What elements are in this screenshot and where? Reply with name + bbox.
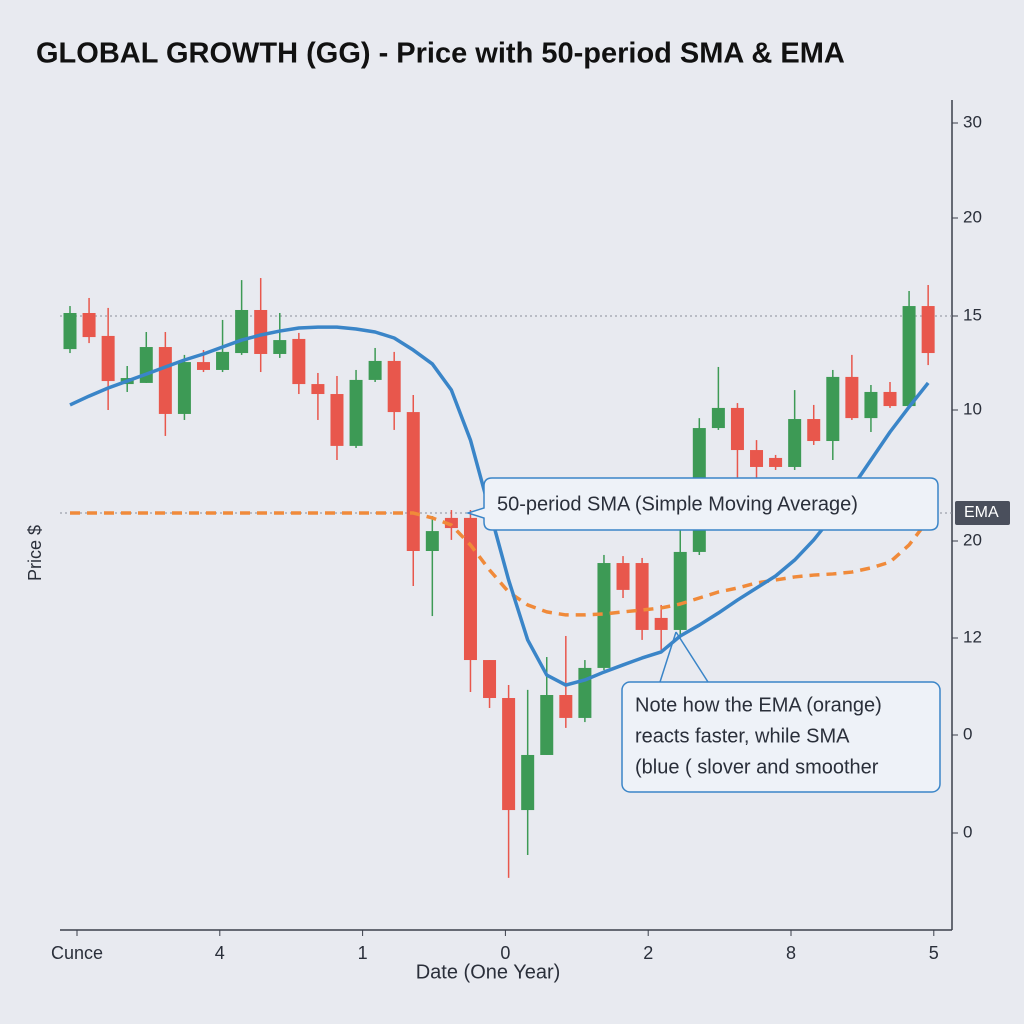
candle-body (730, 407, 744, 451)
candle-body (807, 419, 821, 442)
candle-body (845, 376, 859, 419)
candle-body (177, 362, 191, 414)
candle-body (63, 312, 77, 350)
candle-body (559, 695, 573, 718)
candle-body (902, 306, 916, 407)
y-tick-label: 20 (963, 530, 982, 549)
candle-body (368, 360, 382, 380)
x-axis-label: Date (One Year) (416, 961, 561, 983)
candle-body (750, 450, 764, 467)
y-tick-label: 30 (963, 112, 982, 131)
candle-body (292, 338, 306, 385)
candle-body (673, 551, 687, 630)
candle-body (82, 312, 96, 338)
candle-body (654, 617, 668, 630)
candle-body (597, 563, 611, 668)
candle-body (788, 419, 802, 467)
candle-body (864, 391, 878, 419)
y-tick-label: 0 (963, 822, 972, 841)
x-tick-label: 2 (643, 943, 653, 963)
candle-body (540, 695, 554, 755)
y-tick-label: 20 (963, 207, 982, 226)
candle-body (444, 517, 458, 529)
x-tick-label: Cunce (51, 943, 103, 963)
annotation: reacts faster, while SMA (635, 725, 850, 747)
x-tick-label: 1 (358, 943, 368, 963)
candle-body (883, 391, 897, 407)
chart-title: GLOBAL GROWTH (GG) - Price with 50-perio… (36, 38, 845, 70)
candle-body (826, 376, 840, 442)
callout-box (621, 681, 941, 793)
annotation: Note how the EMA (orange) (635, 694, 882, 716)
candle-body (406, 412, 420, 552)
candle-body (921, 306, 935, 354)
candle-body (578, 667, 592, 718)
sma-line (69, 325, 930, 687)
candle-body (635, 563, 649, 630)
x-tick-label: 4 (215, 943, 225, 963)
annotation: (blue ( slover and smoother (635, 756, 879, 778)
y-tick-label: 0 (963, 724, 972, 743)
candle-body (349, 379, 363, 446)
candle-body (521, 754, 535, 811)
callout-box (465, 477, 939, 531)
callout-pointer (659, 631, 709, 683)
x-tick-label: 8 (786, 943, 796, 963)
candle-body (769, 457, 783, 467)
candle-body (502, 698, 516, 811)
candle-body (158, 347, 172, 414)
candle-body (101, 335, 115, 382)
candle-body (330, 394, 344, 446)
candle-body (463, 517, 477, 661)
candle-body (235, 309, 249, 354)
candle-body (273, 340, 287, 354)
candle-body (216, 351, 230, 370)
candle-body (387, 360, 401, 413)
candle-body (616, 563, 630, 590)
y-tick-label: 15 (963, 305, 982, 324)
y-axis-label: Price $ (25, 525, 45, 581)
y-tick-label: EMA (964, 504, 999, 521)
annotation: 50-period SMA (Simple Moving Average) (497, 493, 858, 515)
candle-body (711, 407, 725, 429)
candle-body (311, 384, 325, 395)
candle-body (196, 362, 210, 370)
candle-body (425, 531, 439, 552)
candle-body (483, 660, 497, 699)
ema-line (70, 511, 930, 617)
y-tick-label: 12 (963, 627, 982, 646)
axis-badge (955, 501, 1010, 525)
x-tick-label: 5 (929, 943, 939, 963)
candle-body (254, 309, 268, 354)
x-tick-label: 0 (500, 943, 510, 963)
y-tick-label: 10 (963, 399, 982, 418)
